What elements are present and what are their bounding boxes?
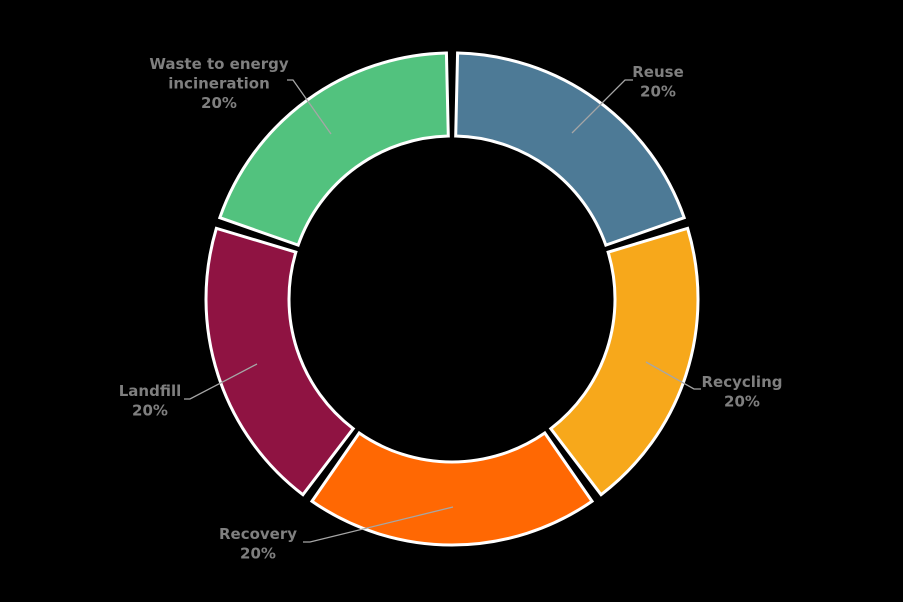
leader-line-landfill: [184, 363, 258, 400]
label-recycling: Recycling 20%: [702, 373, 783, 411]
donut-segment-recovery[interactable]: [309, 430, 595, 547]
donut-segment-waste-to-energy-incineration[interactable]: [217, 51, 450, 248]
leader-line-waste-to-energy-incineration: [287, 79, 332, 135]
donut-segment-landfill[interactable]: [204, 226, 356, 497]
segment-labels: Reuse 20% Recycling 20% Recovery 20% Landfill 2…: [119, 55, 783, 563]
label-landfill: Landfill 20%: [119, 382, 182, 420]
donut-segment-reuse[interactable]: [454, 51, 687, 248]
leader-line-reuse: [571, 79, 633, 134]
donut-segments: [204, 51, 700, 547]
leader-line-recycling: [645, 361, 701, 390]
leader-line-recovery: [303, 506, 454, 543]
leader-lines: [184, 79, 701, 543]
label-recovery: Recovery 20%: [219, 525, 297, 563]
label-reuse: Reuse 20%: [632, 63, 684, 101]
donut-segment-recycling[interactable]: [548, 226, 700, 497]
label-waste-to-energy-incineration: Waste to energy incineration 20%: [149, 55, 288, 112]
